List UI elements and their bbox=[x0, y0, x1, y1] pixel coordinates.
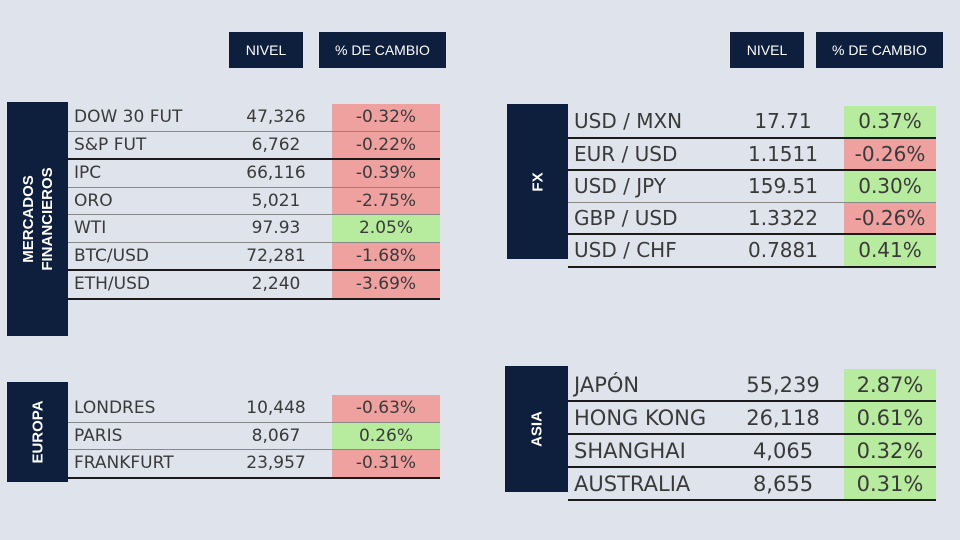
instrument-name: BTC/USD bbox=[74, 245, 149, 266]
instrument-change: -0.63% bbox=[332, 395, 440, 422]
table-row: AUSTRALIA 8,655 0.31% bbox=[568, 468, 936, 501]
instrument-level: 97.93 bbox=[251, 218, 301, 239]
instrument-change: 2.87% bbox=[844, 369, 936, 400]
instrument-change: -1.68% bbox=[332, 242, 440, 269]
header-cambio-left: % DE CAMBIO bbox=[319, 32, 446, 68]
instrument-change: -0.32% bbox=[332, 104, 440, 131]
instrument-level: 4,065 bbox=[752, 438, 814, 463]
instrument-change: -0.26% bbox=[844, 138, 936, 169]
instrument-level: 55,239 bbox=[746, 372, 820, 397]
instrument-level: 5,021 bbox=[251, 190, 301, 211]
table-europa: LONDRES 10,448 -0.63% PARIS 8,067 0.26% FRANKF… bbox=[68, 395, 440, 479]
instrument-change: 0.26% bbox=[332, 422, 440, 449]
instrument-level: 1.3322 bbox=[748, 205, 818, 230]
table-row: IPC 66,116 -0.39% bbox=[68, 160, 440, 188]
instrument-name: ETH/USD bbox=[74, 274, 150, 295]
header-cambio-right: % DE CAMBIO bbox=[816, 32, 943, 68]
table-row: DOW 30 FUT 47,326 -0.32% bbox=[68, 104, 440, 132]
instrument-name: ORO bbox=[74, 190, 113, 211]
instrument-change: 0.37% bbox=[844, 106, 936, 137]
table-asia: JAPÓN 55,239 2.87% HONG KONG 26,118 0.61% SHAN… bbox=[568, 369, 936, 501]
instrument-name: USD / CHF bbox=[574, 238, 677, 263]
instrument-name: DOW 30 FUT bbox=[74, 107, 183, 128]
instrument-level: 6,762 bbox=[251, 134, 301, 155]
table-row: WTI 97.93 2.05% bbox=[68, 215, 440, 243]
instrument-level: 10,448 bbox=[246, 398, 306, 419]
instrument-level: 23,957 bbox=[246, 453, 306, 474]
instrument-name: USD / JPY bbox=[574, 174, 666, 199]
table-row: FRANKFURT 23,957 -0.31% bbox=[68, 450, 440, 479]
instrument-name: WTI bbox=[74, 218, 107, 239]
instrument-name: USD / MXN bbox=[574, 109, 683, 134]
instrument-name: JAPÓN bbox=[574, 372, 640, 397]
instrument-level: 8,655 bbox=[752, 471, 814, 496]
instrument-name: S&P FUT bbox=[74, 134, 147, 155]
section-label-asia: ASIA bbox=[505, 366, 568, 492]
instrument-name: GBP / USD bbox=[574, 205, 678, 230]
table-row: SHANGHAI 4,065 0.32% bbox=[568, 435, 936, 468]
table-row: USD / MXN 17.71 0.37% bbox=[568, 106, 936, 139]
section-label-line: FINANCIEROS bbox=[38, 167, 56, 271]
table-row: USD / JPY 159.51 0.30% bbox=[568, 171, 936, 203]
section-label-mercados-financieros: MERCADOS FINANCIEROS bbox=[7, 102, 68, 336]
table-fx: USD / MXN 17.71 0.37% EUR / USD 1.1511 -0.26%… bbox=[568, 106, 936, 268]
instrument-level: 8,067 bbox=[251, 425, 301, 446]
section-label-fx: FX bbox=[507, 104, 568, 259]
instrument-name: LONDRES bbox=[74, 398, 156, 419]
instrument-name: IPC bbox=[74, 163, 102, 184]
instrument-change: 0.41% bbox=[844, 235, 936, 266]
instrument-name: EUR / USD bbox=[574, 141, 678, 166]
instrument-name: PARIS bbox=[74, 425, 123, 446]
instrument-name: HONG KONG bbox=[574, 405, 707, 430]
table-row: HONG KONG 26,118 0.61% bbox=[568, 402, 936, 435]
table-row: BTC/USD 72,281 -1.68% bbox=[68, 242, 440, 271]
instrument-change: -0.22% bbox=[332, 131, 440, 158]
instrument-level: 159.51 bbox=[748, 174, 818, 199]
instrument-change: 2.05% bbox=[332, 215, 440, 242]
instrument-change: -0.31% bbox=[332, 450, 440, 477]
instrument-change: -0.26% bbox=[844, 202, 936, 233]
instrument-level: 26,118 bbox=[746, 405, 820, 430]
header-nivel-right: NIVEL bbox=[730, 32, 804, 68]
table-row: S&P FUT 6,762 -0.22% bbox=[68, 131, 440, 160]
table-row: ORO 5,021 -2.75% bbox=[68, 187, 440, 215]
table-row: ETH/USD 2,240 -3.69% bbox=[68, 271, 440, 300]
instrument-change: -2.75% bbox=[332, 187, 440, 214]
instrument-name: SHANGHAI bbox=[574, 438, 686, 463]
instrument-change: 0.30% bbox=[844, 171, 936, 202]
instrument-change: 0.31% bbox=[844, 468, 936, 499]
section-label-line: FX bbox=[529, 171, 546, 192]
instrument-level: 66,116 bbox=[246, 163, 306, 184]
instrument-change: -0.39% bbox=[332, 160, 440, 187]
section-label-line: ASIA bbox=[528, 411, 545, 447]
table-row: LONDRES 10,448 -0.63% bbox=[68, 395, 440, 423]
table-row: GBP / USD 1.3322 -0.26% bbox=[568, 202, 936, 235]
instrument-name: AUSTRALIA bbox=[574, 471, 691, 496]
instrument-level: 72,281 bbox=[246, 245, 306, 266]
header-nivel-left: NIVEL bbox=[229, 32, 303, 68]
section-label-line: MERCADOS bbox=[19, 175, 37, 263]
table-row: USD / CHF 0.7881 0.41% bbox=[568, 235, 936, 268]
instrument-level: 2,240 bbox=[251, 274, 301, 295]
instrument-change: 0.61% bbox=[844, 402, 936, 433]
instrument-level: 47,326 bbox=[246, 107, 306, 128]
section-label-europa: EUROPA bbox=[7, 382, 68, 482]
instrument-level: 0.7881 bbox=[748, 238, 818, 263]
instrument-level: 17.71 bbox=[754, 109, 812, 134]
instrument-name: FRANKFURT bbox=[74, 453, 174, 474]
instrument-change: 0.32% bbox=[844, 435, 936, 466]
table-row: PARIS 8,067 0.26% bbox=[68, 422, 440, 450]
table-mercados-financieros: DOW 30 FUT 47,326 -0.32% S&P FUT 6,762 -0.22%… bbox=[68, 104, 440, 300]
section-label-line: EUROPA bbox=[29, 400, 46, 464]
table-row: JAPÓN 55,239 2.87% bbox=[568, 369, 936, 402]
table-row: EUR / USD 1.1511 -0.26% bbox=[568, 138, 936, 171]
instrument-change: -3.69% bbox=[332, 271, 440, 298]
instrument-level: 1.1511 bbox=[748, 141, 818, 166]
